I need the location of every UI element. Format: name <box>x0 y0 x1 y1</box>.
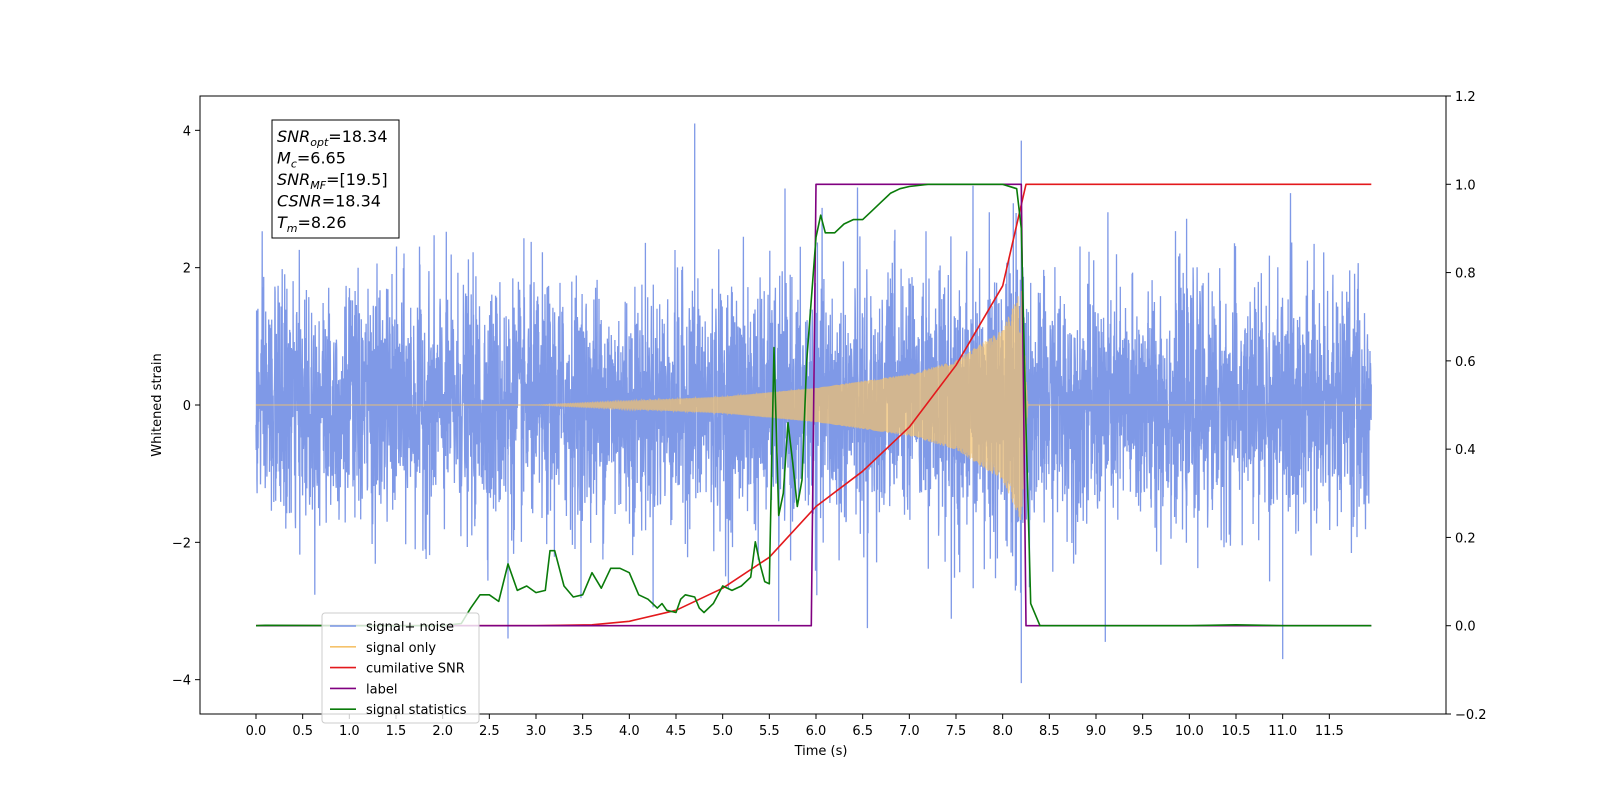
legend-label: signal statistics <box>366 703 467 718</box>
series-line-cumulative-snr <box>256 183 1372 627</box>
x-axis-label: Time (s) <box>794 744 848 759</box>
x-tick-label: 5.0 <box>712 724 733 739</box>
info-box-frame <box>271 119 400 239</box>
legend-label: cumilative SNR <box>366 662 465 677</box>
x-tick-label: 10.0 <box>1175 724 1204 739</box>
legend-item-signal-only: signal only <box>330 641 436 656</box>
info-line: SNRopt=18.34 <box>277 127 388 149</box>
info-line: CSNR=18.34 <box>277 192 381 211</box>
y2-tick-label: 0.8 <box>1455 267 1476 282</box>
info-line: Mc=6.65 <box>277 149 346 171</box>
legend-item-signal-statistics: signal statistics <box>330 703 467 718</box>
legend-item-label: label <box>330 682 397 697</box>
y2-tick-label: 0.6 <box>1455 355 1476 370</box>
y-tick-label: −2 <box>172 536 191 551</box>
y-tick-label: 4 <box>183 124 191 139</box>
x-tick-label: 1.0 <box>339 724 360 739</box>
y-axis-label: Whitened strain <box>150 353 165 456</box>
y2-tick-label: 1.2 <box>1455 90 1476 105</box>
legend-label: label <box>366 682 397 697</box>
info-annotation-box: SNRopt=18.34Mc=6.65SNRMF=[19.5]CSNR=18.3… <box>271 119 400 239</box>
x-tick-label: 3.0 <box>526 724 547 739</box>
y2-tick-label: −0.2 <box>1455 708 1487 723</box>
y2-tick-label: 0.0 <box>1455 620 1476 635</box>
x-tick-label: 2.5 <box>479 724 500 739</box>
x-axis-ticks: 0.0 0.5 1.0 1.5 2.0 2.5 3.0 3.5 4.0 4.5 5.0 5.5 6.0 6… <box>246 714 1344 739</box>
legend: signal+ noise signal only cumilative SNR la… <box>321 612 480 724</box>
legend-item-cumulative-snr: cumilative SNR <box>330 662 465 677</box>
x-tick-label: 6.0 <box>806 724 827 739</box>
x-tick-label: 8.5 <box>1039 724 1060 739</box>
x-tick-label: 3.5 <box>572 724 593 739</box>
x-tick-label: 4.5 <box>666 724 687 739</box>
y-axis-ticks: −4 −2 0 2 4 <box>172 124 200 689</box>
x-tick-label: 10.5 <box>1222 724 1251 739</box>
x-tick-label: 4.0 <box>619 724 640 739</box>
y2-tick-label: 1.0 <box>1455 178 1476 193</box>
info-line: SNRMF=[19.5] <box>277 170 388 192</box>
x-tick-label: 7.0 <box>899 724 920 739</box>
info-line: Tm=8.26 <box>277 213 347 235</box>
legend-label: signal+ noise <box>366 620 454 635</box>
y-tick-label: −4 <box>172 674 191 689</box>
legend-item-signal-noise: signal+ noise <box>330 620 454 635</box>
x-tick-label: 9.5 <box>1132 724 1153 739</box>
x-tick-label: 0.5 <box>292 724 313 739</box>
x-tick-label: 9.0 <box>1086 724 1107 739</box>
x-tick-label: 11.5 <box>1315 724 1344 739</box>
y2-axis-ticks: −0.2 0.0 0.2 0.4 0.6 0.8 1.0 1.2 <box>1446 90 1487 723</box>
y2-tick-label: 0.4 <box>1455 443 1476 458</box>
legend-frame <box>321 612 480 724</box>
info-lines: SNRopt=18.34Mc=6.65SNRMF=[19.5]CSNR=18.3… <box>277 127 388 235</box>
x-tick-label: 2.0 <box>432 724 453 739</box>
legend-items: signal+ noise signal only cumilative SNR la… <box>330 620 467 718</box>
x-tick-label: 0.0 <box>246 724 267 739</box>
x-tick-label: 7.5 <box>946 724 967 739</box>
series-layer <box>255 123 1372 684</box>
x-tick-label: 5.5 <box>759 724 780 739</box>
x-tick-label: 1.5 <box>386 724 407 739</box>
x-tick-label: 6.5 <box>852 724 873 739</box>
y-tick-label: 0 <box>183 399 191 414</box>
y-tick-label: 2 <box>183 262 191 277</box>
y2-tick-label: 0.2 <box>1455 531 1476 546</box>
x-tick-label: 8.0 <box>992 724 1013 739</box>
x-tick-label: 11.0 <box>1268 724 1297 739</box>
legend-label: signal only <box>366 641 436 656</box>
series-line-signal-statistics <box>255 183 1372 627</box>
